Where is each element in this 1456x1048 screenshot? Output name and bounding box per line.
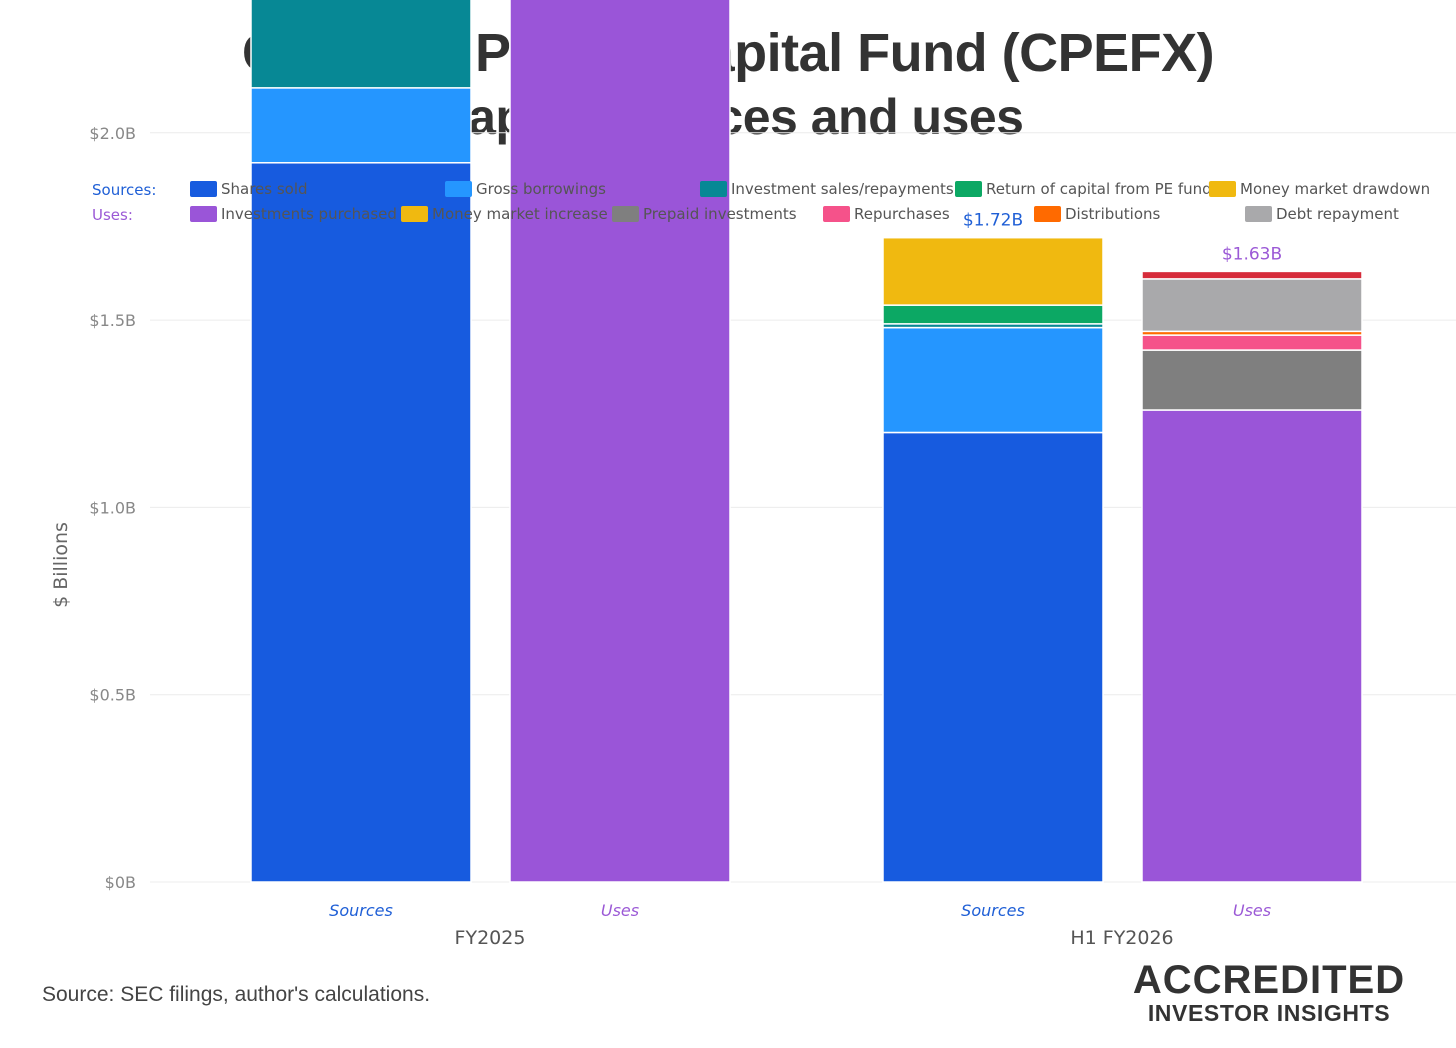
- source-note: Source: SEC filings, author's calculatio…: [42, 983, 431, 1006]
- legend-swatch-prepaid-investments: [612, 206, 639, 222]
- bar-segment-shares-sold: [250, 162, 472, 883]
- legend-uses-label: Uses:: [92, 206, 133, 224]
- bar-category-label: Uses: [601, 901, 639, 920]
- y-tick-label: $1.0B: [89, 498, 136, 517]
- y-axis-title: $ Billions: [50, 522, 72, 608]
- bar-segment-investments-purchased: [1141, 409, 1363, 883]
- legend-item-distributions: Distributions: [1065, 205, 1161, 223]
- legend-swatch-investments-purchased: [190, 206, 217, 222]
- legend-swatch-repurchases: [823, 206, 850, 222]
- bar-category-label: Uses: [1233, 901, 1271, 920]
- logo-line-2: INVESTOR INSIGHTS: [1147, 1000, 1391, 1026]
- legend-item-repurchases: Repurchases: [854, 205, 950, 223]
- group-label: FY2025: [455, 927, 526, 949]
- legend-swatch-money-market-drawdown: [1209, 181, 1236, 197]
- legend-item-debt-repayment: Debt repayment: [1276, 205, 1399, 223]
- legend-swatch-shares-sold: [190, 181, 217, 197]
- legend-item-prepaid-investments: Prepaid investments: [643, 205, 797, 223]
- legend-item-shares-sold: Shares sold: [221, 180, 308, 198]
- bar-segment-gross-borrowings: [250, 87, 472, 164]
- bar-category-label: Sources: [329, 901, 393, 920]
- logo-line-1: ACCREDITED: [1132, 958, 1406, 1002]
- total-label: $1.63B: [1222, 244, 1282, 264]
- legend-swatch-gross-borrowings: [445, 181, 472, 197]
- y-tick-label: $0.5B: [89, 686, 136, 705]
- bar-category-label: Sources: [961, 901, 1025, 920]
- brand-logo: ACCREDITED INVESTOR INSIGHTS: [1124, 960, 1414, 1026]
- y-tick-label: $2.0B: [89, 124, 136, 143]
- legend-item-gross-borrowings: Gross borrowings: [476, 180, 606, 198]
- bar-segment-shares-sold: [882, 431, 1104, 883]
- bar-segment-other: [1141, 270, 1363, 280]
- legend-item-investments-purchased: Investments purchased: [221, 205, 397, 223]
- legend-item-investment-sales-repayments: Investment sales/repayments: [731, 180, 954, 198]
- bar-segment-money-market-drawdown: [882, 236, 1104, 306]
- legend-swatch-money-market-increase: [401, 206, 428, 222]
- legend-item-money-market-increase: Money market increase: [432, 205, 608, 223]
- bar-segment-repurchases: [1141, 334, 1363, 351]
- legend-sources-label: Sources:: [92, 181, 156, 199]
- legend-swatch-investment-sales-repayments: [700, 181, 727, 197]
- legend-item-return-of-capital-from-pe-funds: Return of capital from PE funds: [986, 180, 1220, 198]
- y-tick-label: $1.5B: [89, 311, 136, 330]
- group-label: H1 FY2026: [1070, 927, 1173, 949]
- total-label: $1.72B: [963, 211, 1023, 231]
- bar-segment-debt-repayment: [1141, 278, 1363, 333]
- bar-segment-gross-borrowings: [882, 326, 1104, 434]
- legend-swatch-distributions: [1034, 206, 1061, 222]
- bar-segment-return-of-capital-from-pe-funds: [882, 304, 1104, 325]
- y-tick-label: $0B: [105, 873, 136, 892]
- bar-segment-investment-sales-repayments: [250, 0, 472, 89]
- legend-swatch-debt-repayment: [1245, 206, 1272, 222]
- legend-swatch-return-of-capital-from-pe-funds: [955, 181, 982, 197]
- legend-item-money-market-drawdown: Money market drawdown: [1240, 180, 1430, 198]
- bar-segment-investments-purchased: [509, 0, 731, 883]
- bar-segment-prepaid-investments: [1141, 349, 1363, 411]
